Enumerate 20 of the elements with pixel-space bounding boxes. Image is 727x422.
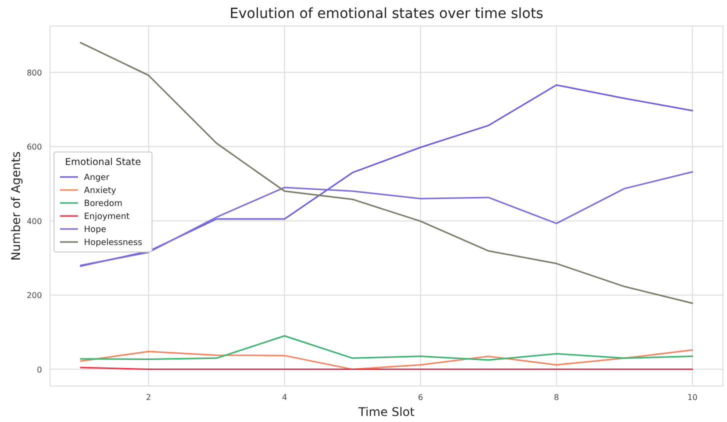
legend-label: Anxiety xyxy=(84,186,116,196)
x-tick-label: 6 xyxy=(418,393,424,402)
y-tick-label: 800 xyxy=(26,68,42,78)
legend-label: Anger xyxy=(84,173,110,183)
x-axis-title: Time Slot xyxy=(357,405,415,419)
y-axis-title: Number of Agents xyxy=(9,151,23,261)
legend-label: Enjoyment xyxy=(84,212,130,222)
x-tick-label: 10 xyxy=(687,393,698,402)
legend-title: Emotional State xyxy=(65,157,142,168)
y-tick-label: 200 xyxy=(26,291,42,300)
x-tick-label: 2 xyxy=(146,393,152,402)
x-tick-label: 8 xyxy=(554,393,559,402)
legend-label: Boredom xyxy=(84,199,122,209)
legend-label: Hope xyxy=(84,225,106,235)
legend-label: Hopelessness xyxy=(84,238,143,248)
y-tick-label: 0 xyxy=(36,365,42,374)
y-tick-label: 600 xyxy=(26,142,42,152)
x-tick-label: 4 xyxy=(282,393,288,402)
y-tick-label: 400 xyxy=(26,216,42,226)
chart-title: Evolution of emotional states over time slots xyxy=(230,6,544,22)
